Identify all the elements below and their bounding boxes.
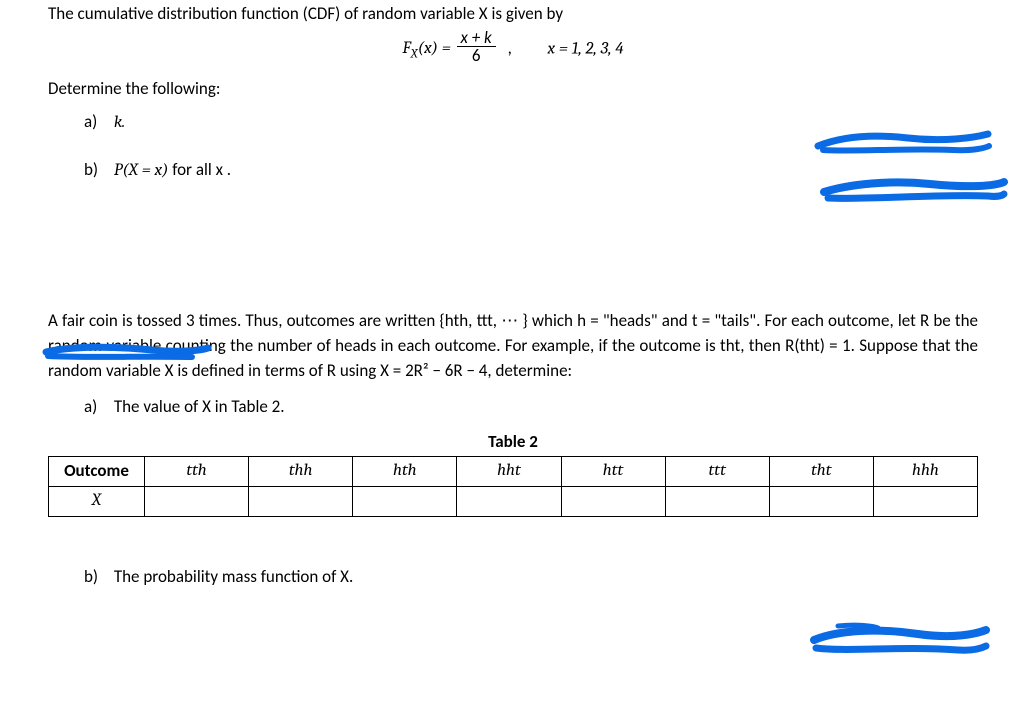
intro-text: The cumulative distribution function (CD… [48,2,978,27]
table-cell-outcome: tht [769,457,873,487]
scribble-mark [808,620,990,660]
item-a-label: a) [84,110,110,135]
formula-F: F [402,39,410,58]
table-cell-outcome: tth [145,457,249,487]
table-cell-outcome: hth [353,457,457,487]
formula-comma: , [508,37,512,58]
table-head-outcome: Outcome [49,457,145,487]
item2-a-text: The value of X in Table 2. [114,396,285,417]
formula-numerator: x + k [457,29,496,47]
item-a-text: k. [114,113,125,132]
table-cell-x [665,487,769,517]
item-b-label: b) [84,158,110,183]
formula-line: FX(x) = x + k 6 , x = 1, 2, 3, 4 [48,31,978,68]
formula-arg: (x) = [418,39,451,58]
table-cell-outcome: ttt [665,457,769,487]
table-cell-x [561,487,665,517]
table-cell-x [145,487,249,517]
item2-b-text: The probability mass function of X. [114,566,353,587]
item2-b-label: b) [84,565,110,590]
determine-heading: Determine the following: [48,77,978,102]
item-b-suffix: for all x . [168,159,231,180]
table-cell-outcome: hhh [873,457,977,487]
formula-domain: x = 1, 2, 3, 4 [548,39,624,58]
table-cell-outcome: hht [457,457,561,487]
table-cell-x [457,487,561,517]
item2-b: b) The probability mass function of X. [84,565,978,590]
table-cell-x [353,487,457,517]
table-2: Outcome tth thh hth hht htt ttt tht hhh … [48,456,978,516]
table-row: Outcome tth thh hth hht htt ttt tht hhh [49,457,978,487]
table-cell-x [873,487,977,517]
item2-a-label: a) [84,395,110,420]
intro-span: The cumulative distribution function (CD… [48,3,563,24]
formula-Fsub: X [411,47,418,61]
scribble-mark [820,170,1008,204]
scribble-mark [42,340,212,362]
table-row: X [49,487,978,517]
scribble-mark [812,128,994,156]
table-cell-x [769,487,873,517]
table-cell-outcome: htt [561,457,665,487]
formula-denominator: 6 [457,46,496,65]
table-cell-outcome: thh [249,457,353,487]
item2-a: a) The value of X in Table 2. [84,395,978,420]
table-head-x: X [49,487,145,517]
item-b-prefix: P(X = x) [114,161,169,180]
formula-fraction: x + k 6 [457,29,496,66]
table-cell-x [249,487,353,517]
table-caption: Table 2 [48,430,978,455]
